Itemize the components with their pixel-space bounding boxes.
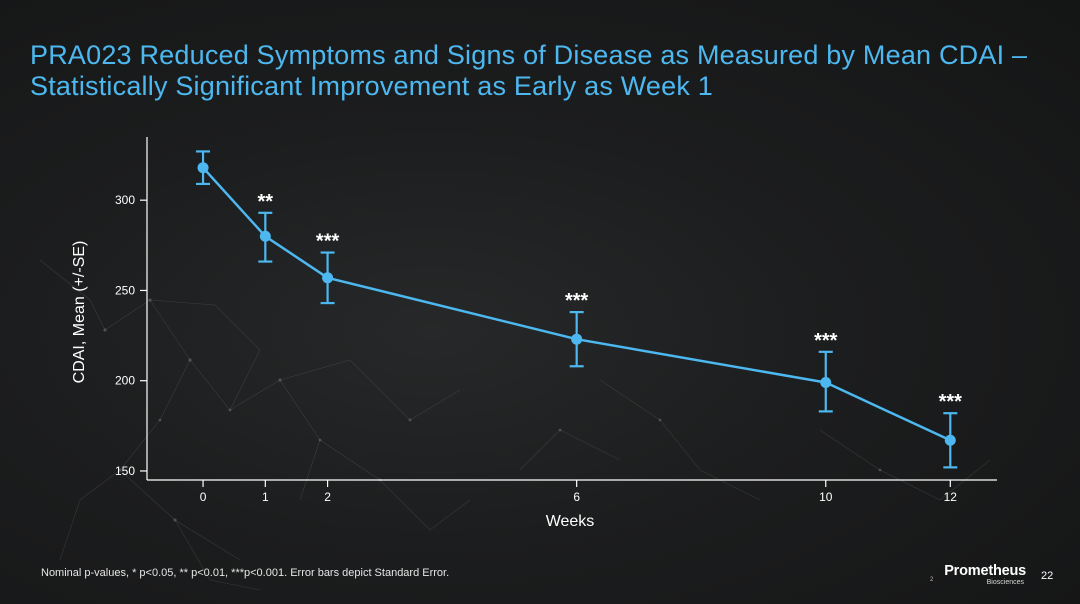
y-tick-label: 150 bbox=[115, 464, 135, 478]
data-point bbox=[259, 230, 271, 242]
x-axis-label: Weeks bbox=[546, 513, 595, 530]
page-number: 22 bbox=[1041, 570, 1054, 582]
slide-title: PRA023 Reduced Symptoms and Signs of Dis… bbox=[30, 40, 1028, 101]
significance-label: *** bbox=[316, 231, 340, 253]
significance-label: *** bbox=[939, 391, 963, 413]
x-tick-label: 2 bbox=[324, 490, 331, 504]
y-axis-label: CDAI, Mean (+/-SE) bbox=[71, 241, 88, 384]
significance-label: *** bbox=[565, 290, 589, 312]
data-point bbox=[571, 333, 583, 345]
logo-subtitle: Biosciences bbox=[986, 579, 1024, 586]
company-logo: 2 Prometheus Biosciences bbox=[930, 563, 1026, 593]
y-tick-label: 250 bbox=[115, 283, 135, 297]
x-tick-label: 0 bbox=[200, 490, 207, 504]
x-tick-label: 12 bbox=[944, 490, 958, 504]
series-line bbox=[202, 166, 951, 442]
footnote: Nominal p-values, * p<0.05, ** p<0.01, *… bbox=[41, 567, 450, 579]
x-tick-label: 10 bbox=[819, 490, 833, 504]
data-point bbox=[322, 272, 334, 284]
logo-mark: 2 bbox=[930, 577, 934, 583]
y-tick-label: 300 bbox=[115, 193, 135, 207]
y-tick-label: 200 bbox=[115, 374, 135, 388]
chart-series: ************** bbox=[196, 150, 963, 469]
x-tick-label: 6 bbox=[573, 490, 580, 504]
significance-label: ** bbox=[258, 191, 274, 213]
chart-axes bbox=[146, 137, 997, 481]
data-point bbox=[197, 162, 209, 174]
significance-label: *** bbox=[814, 330, 838, 352]
x-tick-label: 1 bbox=[262, 490, 269, 504]
logo-name: Prometheus bbox=[944, 563, 1026, 579]
data-point bbox=[820, 377, 832, 389]
data-point bbox=[944, 434, 956, 446]
